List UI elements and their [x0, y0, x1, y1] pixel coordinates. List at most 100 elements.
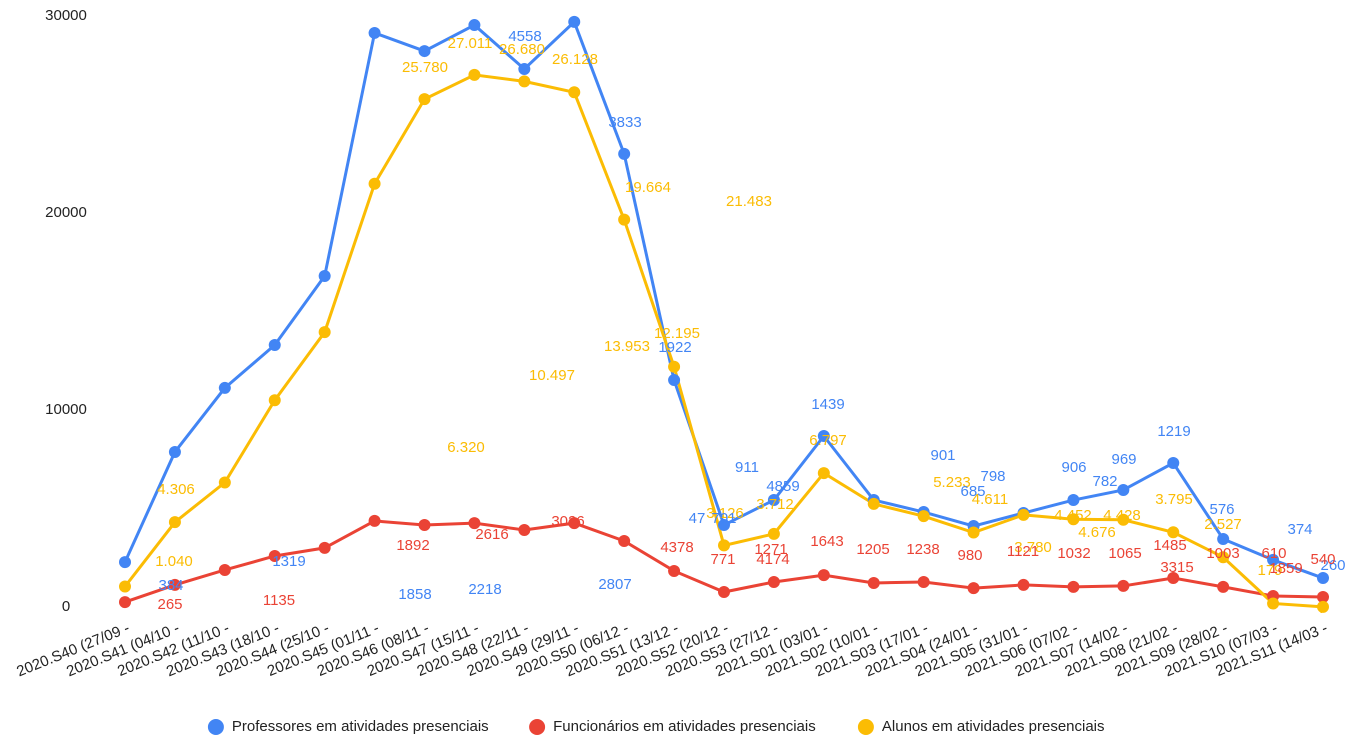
data-label: 4.611 [972, 491, 1008, 508]
data-point [1117, 579, 1130, 592]
annotation: 901 [930, 447, 955, 464]
annotation: 911 [735, 459, 759, 476]
data-point [967, 526, 980, 539]
annotation: 906 [1061, 459, 1086, 476]
data-point [468, 68, 481, 81]
data-point [767, 575, 780, 588]
data-point [218, 381, 231, 394]
data-point [1117, 513, 1130, 526]
legend-marker [529, 719, 546, 735]
data-point [168, 516, 181, 529]
data-label: 3.780 [1014, 539, 1052, 556]
data-label: 4.428 [1103, 507, 1141, 524]
data-point [718, 519, 730, 532]
annotation: 576 [1209, 501, 1234, 518]
data-point [1217, 580, 1230, 593]
data-label: 2.527 [1204, 516, 1242, 533]
data-point [518, 523, 531, 536]
annotation: 1121 [1007, 543, 1039, 560]
data-label: 13.953 [604, 338, 650, 355]
data-label: 1.040 [155, 553, 193, 570]
annotation: 1032 [1057, 545, 1090, 562]
annotation: 969 [1111, 451, 1136, 468]
annotation: 1319 [272, 553, 305, 570]
legend-label: Alunos em atividades presenciais [882, 718, 1105, 735]
data-point [119, 580, 131, 593]
annotation: 1205 [856, 541, 889, 558]
annotation: 540 [1310, 551, 1335, 568]
data-point [917, 575, 930, 588]
data-point [318, 270, 331, 283]
annotation: 610 [1261, 545, 1286, 562]
annotation: 47 [689, 510, 706, 527]
data-label: 6.797 [809, 432, 847, 449]
data-point [817, 430, 830, 443]
data-point [318, 326, 331, 339]
data-point [1167, 456, 1180, 469]
data-label: 5.233 [933, 474, 971, 491]
data-point [618, 535, 631, 548]
data-point [268, 549, 281, 562]
data-point [817, 569, 830, 582]
legend-marker [857, 719, 874, 735]
data-point [1267, 553, 1280, 566]
data-point [1167, 572, 1180, 585]
y-tick-label: 10000 [45, 401, 87, 418]
data-label: 27.011 [448, 35, 493, 52]
data-label: 25.780 [402, 59, 448, 76]
data-point [568, 86, 581, 99]
data-point [1317, 572, 1329, 585]
y-tick-label: 0 [62, 598, 70, 615]
data-point [418, 93, 431, 106]
annotation: 2807 [598, 576, 631, 593]
data-point [668, 360, 681, 373]
annotation: 1892 [396, 537, 429, 554]
annotation: 260 [1320, 557, 1345, 574]
data-point [668, 374, 681, 387]
data-point [518, 62, 531, 75]
data-point [168, 578, 181, 591]
data-point [1217, 533, 1230, 546]
data-point [767, 527, 780, 540]
data-point [568, 517, 581, 530]
annotation: 1859 [1269, 560, 1302, 577]
annotation: 1238 [906, 541, 939, 558]
data-label: 4.452 [1054, 507, 1092, 524]
annotation: 1065 [1108, 545, 1141, 562]
data-point [418, 519, 431, 532]
data-point [368, 26, 381, 39]
data-label: 10.497 [529, 367, 575, 384]
data-point [618, 147, 631, 160]
annotation: 1643 [810, 533, 843, 550]
data-label: 6.320 [447, 439, 485, 456]
data-point [1067, 513, 1080, 526]
data-label: 12.195 [654, 325, 700, 342]
data-label: 7 [1318, 600, 1326, 617]
annotation: 4558 [508, 28, 541, 45]
data-point [119, 556, 131, 569]
data-point [867, 576, 880, 589]
data-point [368, 514, 381, 527]
annotation: 798 [980, 468, 1005, 485]
data-point [1017, 508, 1030, 521]
data-point [1217, 551, 1230, 564]
annotation: 1439 [811, 396, 844, 413]
annotation: 1271 [754, 541, 787, 558]
annotation: 3315 [1160, 559, 1193, 576]
data-point [718, 539, 730, 552]
annotation: 384 [158, 577, 183, 594]
data-point [368, 177, 381, 190]
annotation: 4859 [766, 478, 799, 495]
data-label: 3.795 [1155, 491, 1193, 508]
annotation: 2616 [475, 526, 508, 543]
data-point [1267, 597, 1280, 610]
data-label: 21.483 [726, 193, 772, 210]
data-point [1317, 590, 1329, 603]
data-point [418, 45, 431, 58]
data-point [168, 445, 181, 458]
annotation: 3833 [608, 114, 641, 131]
annotation: 701 [711, 510, 736, 527]
annotation: 1485 [1153, 537, 1186, 554]
data-point [967, 582, 980, 595]
data-point [568, 15, 581, 28]
